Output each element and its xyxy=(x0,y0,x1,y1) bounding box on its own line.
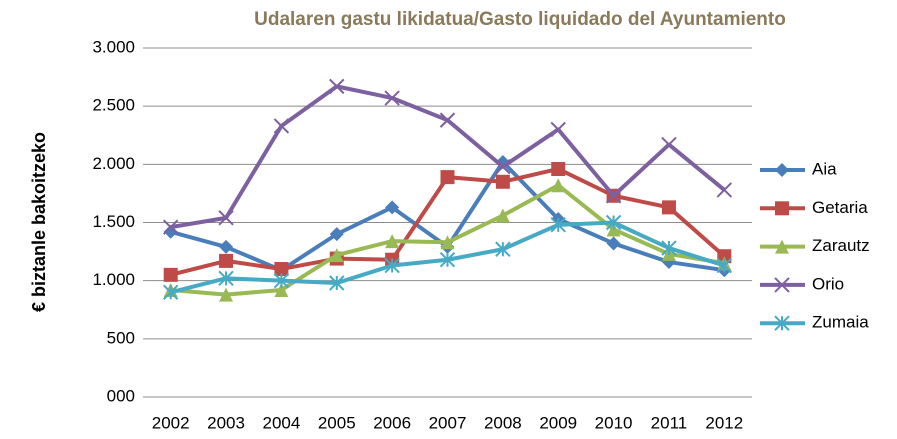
data-point xyxy=(329,248,344,263)
data-point xyxy=(329,227,344,242)
x-tick-label: 2004 xyxy=(262,413,300,432)
legend-marker xyxy=(775,239,789,254)
series-line xyxy=(170,84,726,230)
legend-label: Getaria xyxy=(812,198,868,217)
data-point xyxy=(384,257,400,274)
data-point xyxy=(661,136,677,153)
data-point xyxy=(550,121,566,138)
chart-title: Udalaren gastu likidatua/Gasto liquidado… xyxy=(254,9,786,30)
data-point xyxy=(385,200,400,215)
legend-marker xyxy=(774,277,790,293)
data-point xyxy=(274,262,289,277)
legend-marker xyxy=(775,201,789,216)
data-point xyxy=(661,240,677,256)
data-point xyxy=(551,178,566,193)
data-point xyxy=(550,217,566,233)
data-point xyxy=(162,284,179,301)
data-point xyxy=(163,267,178,282)
x-tick-label: 2003 xyxy=(207,413,245,432)
data-point xyxy=(384,90,400,106)
y-tick-label: 3.000 xyxy=(92,37,135,56)
data-point xyxy=(219,287,234,302)
x-tick-label: 2012 xyxy=(705,413,743,432)
data-point xyxy=(440,235,455,250)
data-point xyxy=(439,252,456,268)
data-point xyxy=(162,219,179,235)
data-point xyxy=(274,282,289,297)
data-point xyxy=(716,182,733,198)
x-tick-label: 2006 xyxy=(373,413,411,432)
data-point xyxy=(218,270,234,287)
data-point xyxy=(219,239,234,254)
data-point xyxy=(606,236,621,251)
legend-label: Zarautz xyxy=(812,236,870,255)
legend-label: Aia xyxy=(812,159,837,178)
data-point xyxy=(661,200,676,215)
data-point xyxy=(218,210,234,226)
data-point xyxy=(439,112,456,128)
x-tick-label: 2009 xyxy=(539,413,577,432)
data-point xyxy=(605,214,622,231)
data-point xyxy=(385,234,400,249)
y-tick-label: 1.000 xyxy=(92,270,135,289)
x-tick-label: 2005 xyxy=(318,413,356,432)
y-tick-label: 2.000 xyxy=(92,154,135,173)
x-tick-label: 2011 xyxy=(651,413,688,432)
data-point xyxy=(219,253,234,268)
data-point xyxy=(495,208,510,223)
y-tick-label: 2.500 xyxy=(92,96,135,115)
x-tick-label: 2008 xyxy=(484,413,522,432)
x-tick-label: 2007 xyxy=(429,413,467,432)
legend-label: Zumaia xyxy=(812,313,869,332)
y-tick-label: 000 xyxy=(107,386,135,405)
legend-marker xyxy=(775,163,789,177)
data-point xyxy=(495,241,511,257)
data-point xyxy=(495,174,510,189)
y-tick-label: 1.500 xyxy=(92,212,135,231)
x-tick-label: 2010 xyxy=(595,413,633,432)
data-point xyxy=(329,275,345,291)
data-point xyxy=(440,170,455,185)
data-point xyxy=(495,158,511,175)
data-point xyxy=(605,188,622,204)
legend-marker xyxy=(774,315,790,331)
legend-label: Orio xyxy=(812,274,844,293)
y-axis-label: € biztanle bakoitzeko xyxy=(29,132,49,312)
data-point xyxy=(273,272,290,289)
data-point xyxy=(716,257,733,274)
x-tick-label: 2002 xyxy=(152,413,190,432)
data-point xyxy=(551,161,566,176)
y-tick-label: 500 xyxy=(107,328,135,347)
data-point xyxy=(273,118,290,134)
data-point xyxy=(329,78,345,95)
